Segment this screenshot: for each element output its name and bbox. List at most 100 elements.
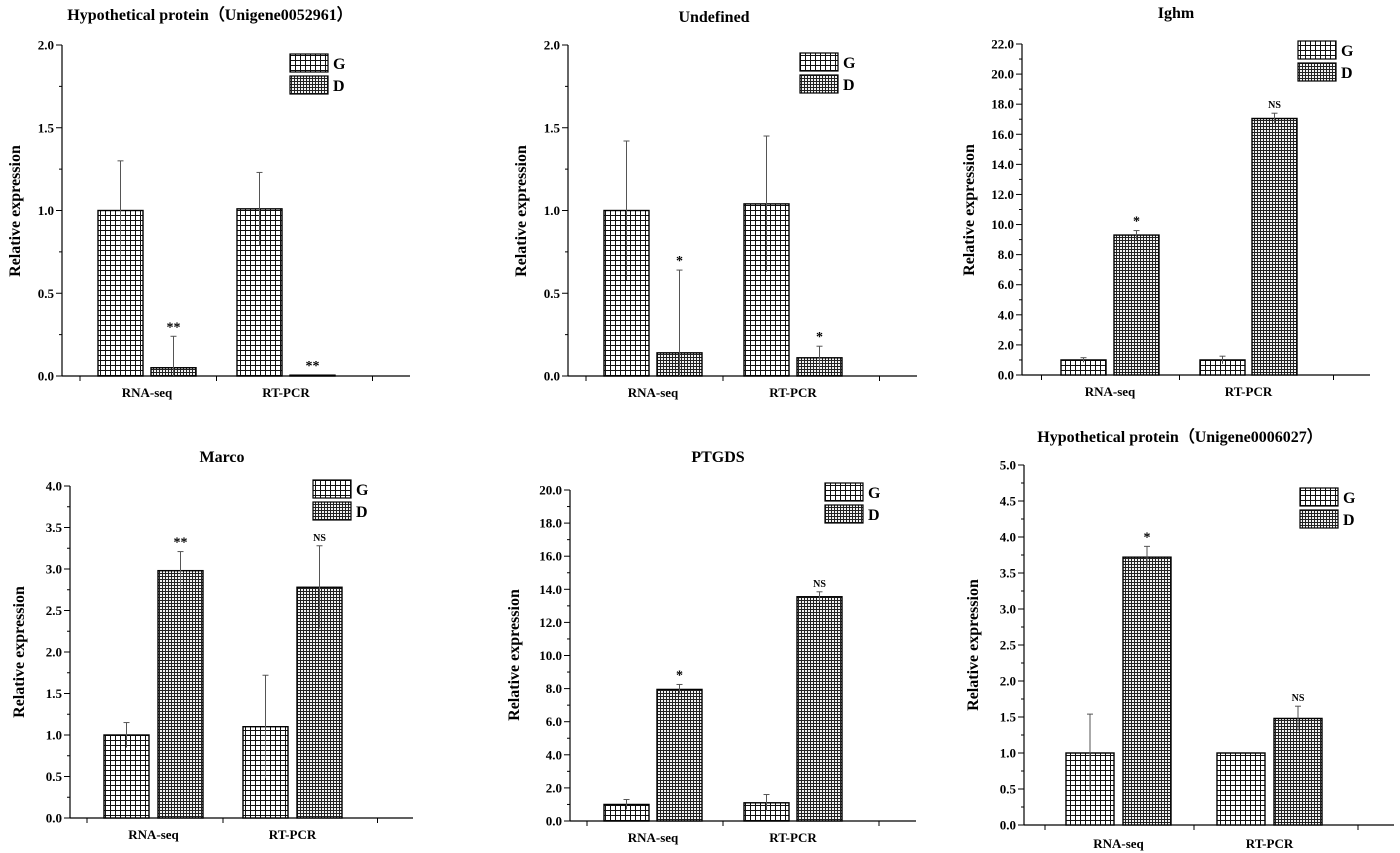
x-category-label: RT-PCR (769, 385, 817, 400)
y-tick-label: 14.0 (539, 582, 562, 597)
bar-D-RNA-seq (656, 688, 703, 822)
y-tick-label: 1.5 (1000, 710, 1017, 725)
y-tick-label: 18.0 (991, 97, 1014, 112)
y-axis-label: Relative expression (513, 145, 530, 277)
x-category-label: RNA-seq (1093, 836, 1144, 851)
significance-label: ** (306, 359, 320, 374)
chart-title: Undefined (678, 9, 749, 26)
y-tick-label: 14.0 (991, 157, 1014, 172)
y-tick-label: 8.0 (998, 247, 1014, 262)
y-tick-label: 4.0 (1000, 530, 1016, 545)
legend-swatch-D (1297, 62, 1337, 82)
significance-label: NS (1292, 693, 1305, 704)
legend-swatch-G (1297, 40, 1337, 60)
significance-label: NS (1268, 100, 1281, 111)
y-tick-label: 3.5 (46, 520, 63, 535)
y-tick-label: 2.0 (1000, 674, 1016, 689)
y-tick-label: 20.0 (991, 67, 1014, 82)
y-tick-label: 0.0 (1000, 818, 1016, 833)
y-tick-label: 2.5 (46, 603, 63, 618)
significance-label: * (1133, 215, 1140, 230)
legend-swatch-D (1299, 509, 1339, 529)
chart-title: Hypothetical protein（Unigene0052961） (67, 6, 352, 24)
y-tick-label: 1.5 (46, 686, 63, 701)
chart-title: Hypothetical protein（Unigene0006027） (1037, 428, 1322, 446)
legend-swatch-D (312, 501, 352, 521)
y-tick-label: 18.0 (539, 516, 562, 531)
y-tick-label: 1.5 (544, 120, 561, 135)
bar-D-RT-PCR (1273, 717, 1323, 826)
bar-D-RNA-seq (157, 569, 204, 819)
legend-swatch-G (312, 479, 352, 499)
y-tick-label: 0.0 (546, 814, 562, 829)
y-tick-label: 2.0 (998, 337, 1014, 352)
bar-D-RT-PCR (796, 596, 843, 822)
x-category-label: RT-PCR (769, 830, 817, 845)
legend-swatch-G (289, 53, 329, 73)
y-tick-label: 12.0 (991, 187, 1014, 202)
legend: GD (824, 482, 881, 524)
y-tick-label: 0.5 (46, 769, 63, 784)
legend-label-G: G (843, 55, 856, 72)
chart-panel-4: Marco Relative expression 0.0 0.5 1.0 1.5 2.0 2… (11, 449, 413, 842)
y-tick-label: 2.0 (38, 38, 54, 53)
chart-panel-5: PTGDS Relative expression 0.0 2.0 4.0 6.0 8.0 1… (506, 449, 916, 845)
legend-swatch-G (824, 482, 864, 502)
y-tick-label: 1.0 (38, 203, 54, 218)
y-tick-label: 0.0 (998, 368, 1014, 383)
y-tick-label: 0.0 (46, 811, 62, 826)
legend-label-D: D (1343, 512, 1355, 529)
legend-swatch-G (799, 52, 839, 72)
y-tick-label: 8.0 (546, 681, 562, 696)
x-category-label: RNA-seq (628, 385, 679, 400)
legend: GD (289, 53, 346, 95)
chart-title: Ighm (1158, 5, 1195, 22)
chart-panel-2: Undefined Relative expression 0.0 0.5 1.0 1.5… (513, 9, 917, 400)
legend-label-G: G (1343, 490, 1356, 507)
y-tick-label: 3.0 (46, 562, 62, 577)
legend-swatch-D (799, 74, 839, 94)
legend-label-D: D (868, 507, 880, 524)
y-tick-label: 12.0 (539, 615, 562, 630)
significance-label: NS (313, 533, 326, 544)
bar-G-RNA-seq (103, 734, 150, 819)
y-tick-label: 2.0 (544, 38, 560, 53)
bar-D-RT-PCR (289, 374, 336, 377)
y-axis-label: Relative expression (7, 145, 24, 277)
legend: GD (1297, 40, 1354, 82)
y-tick-label: 5.0 (1000, 458, 1016, 473)
y-tick-label: 1.0 (46, 728, 62, 743)
significance-label: ** (174, 536, 188, 551)
x-category-label: RT-PCR (1225, 384, 1273, 399)
y-tick-label: 0.5 (1000, 782, 1017, 797)
x-category-label: RNA-seq (128, 827, 179, 842)
bar-D-RT-PCR (1251, 117, 1298, 376)
y-axis-label: Relative expression (965, 579, 982, 711)
y-tick-label: 10.0 (991, 217, 1014, 232)
significance-label: * (676, 668, 683, 683)
y-tick-label: 0.5 (38, 286, 55, 301)
bar-D-RNA-seq (1113, 234, 1160, 376)
legend: GD (312, 479, 369, 521)
legend-label-D: D (356, 504, 368, 521)
y-tick-label: 4.0 (46, 479, 62, 494)
y-tick-label: 0.0 (38, 369, 54, 384)
y-tick-label: 1.0 (544, 203, 560, 218)
y-tick-label: 3.0 (1000, 602, 1016, 617)
legend-label-G: G (868, 485, 881, 502)
y-tick-label: 0.5 (544, 286, 561, 301)
chart-panel-3: Ighm Relative expression 0.0 2.0 4.0 6.0 8.0 10… (961, 5, 1370, 399)
significance-label: * (1144, 530, 1151, 545)
legend: GD (799, 52, 856, 94)
y-tick-label: 4.0 (998, 307, 1014, 322)
legend-label-D: D (843, 77, 855, 94)
y-tick-label: 2.5 (1000, 638, 1017, 653)
legend-label-D: D (1341, 65, 1353, 82)
x-category-label: RT-PCR (262, 385, 310, 400)
chart-panel-1: Hypothetical protein（Unigene0052961） Rela… (7, 6, 410, 400)
y-tick-label: 22.0 (991, 37, 1014, 52)
bar-D-RNA-seq (1122, 556, 1172, 826)
y-tick-label: 16.0 (991, 127, 1014, 142)
significance-label: * (816, 330, 823, 345)
